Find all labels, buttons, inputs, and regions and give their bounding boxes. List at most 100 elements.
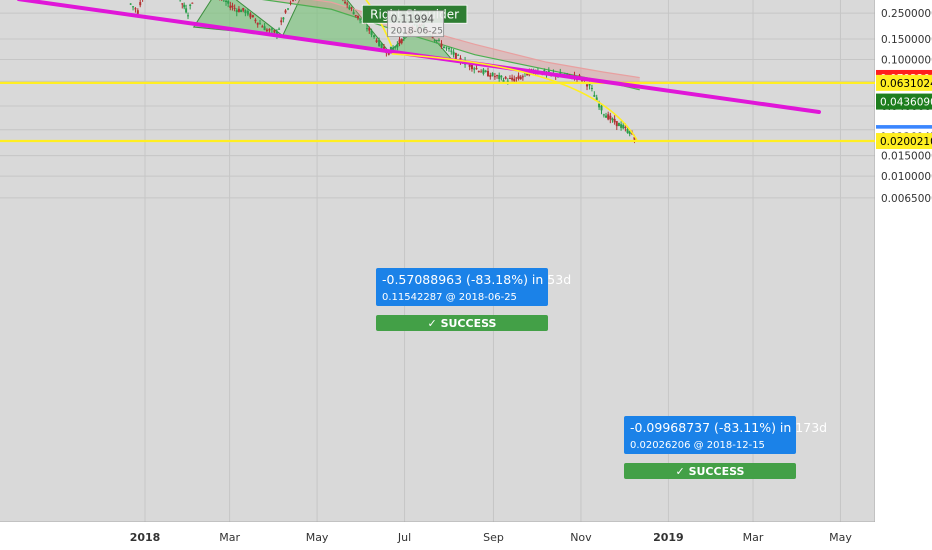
callout-sub: 0.11542287 @ 2018-06-25 bbox=[382, 292, 517, 303]
axis-price-text: 0.02002104 bbox=[880, 136, 932, 148]
candle-body bbox=[500, 75, 503, 78]
candle-body bbox=[287, 8, 290, 10]
candle-body bbox=[398, 39, 401, 44]
candle-body bbox=[598, 103, 601, 108]
candle-body bbox=[508, 78, 511, 80]
candle-body bbox=[263, 26, 266, 31]
candle-body bbox=[132, 6, 135, 8]
candle-body bbox=[620, 124, 623, 128]
candle-body bbox=[346, 3, 349, 5]
candle-body bbox=[352, 12, 355, 15]
candle-body bbox=[280, 20, 283, 23]
candle-body bbox=[350, 7, 353, 9]
candle-body bbox=[246, 10, 249, 15]
price-tag-box bbox=[387, 10, 445, 38]
candle-body bbox=[256, 22, 259, 25]
candle-body bbox=[136, 10, 139, 14]
callout-main: -0.09968737 (-83.11%) in 173d bbox=[630, 420, 827, 435]
candle-body bbox=[633, 137, 636, 140]
candle-body bbox=[498, 75, 501, 80]
candle-body bbox=[233, 7, 236, 9]
candle-body bbox=[470, 65, 473, 70]
time-axis-panel[interactable] bbox=[0, 522, 875, 550]
candle-body bbox=[448, 48, 451, 50]
candle-body bbox=[389, 46, 392, 52]
y-tick-label: 0.01000000 bbox=[881, 171, 932, 183]
candle-body bbox=[273, 30, 276, 33]
candle-body bbox=[437, 39, 440, 41]
candle-body bbox=[487, 70, 490, 77]
axis-price-tag bbox=[876, 93, 932, 110]
candle-body bbox=[394, 46, 397, 48]
candle-body bbox=[244, 10, 247, 14]
candle-body bbox=[615, 121, 618, 127]
callout-main: -0.57088963 (-83.18%) in 53d bbox=[382, 272, 571, 287]
candle-body bbox=[590, 87, 593, 89]
time-axis: 2018 Mar May Jul Sep Nov 2019 Mar May bbox=[130, 531, 853, 544]
candle-body bbox=[477, 70, 480, 73]
candle-body bbox=[628, 131, 631, 134]
candle-body bbox=[229, 5, 232, 8]
candle-body bbox=[231, 5, 234, 8]
candle-body bbox=[268, 29, 271, 31]
x-tick-label: Mar bbox=[743, 531, 764, 544]
candle-body bbox=[626, 128, 629, 133]
candle-body bbox=[189, 4, 192, 6]
candle-body bbox=[249, 13, 252, 18]
measure-callout: -0.57088963 (-83.18%) in 53d 0.11542287 @… bbox=[376, 268, 571, 331]
candle-body bbox=[493, 76, 496, 78]
candle-body bbox=[452, 51, 455, 55]
axis-price-labels: 0.079320000.063102420.043609070.02522900… bbox=[876, 69, 932, 150]
candle-body bbox=[181, 3, 184, 5]
candle-body bbox=[270, 28, 273, 30]
x-tick-label: 2018 bbox=[130, 531, 161, 544]
candle-body bbox=[129, 3, 132, 5]
candle-body bbox=[515, 77, 518, 79]
candle-body bbox=[392, 47, 395, 50]
callout-sub: 0.02026206 @ 2018-12-15 bbox=[630, 440, 765, 451]
candle-body bbox=[348, 6, 351, 10]
y-tick-label: 0.15000000 bbox=[881, 34, 932, 46]
candle-body bbox=[354, 15, 357, 17]
candle-body bbox=[450, 50, 453, 52]
candle-body bbox=[602, 114, 605, 116]
candle-body bbox=[435, 39, 438, 42]
candle-body bbox=[237, 8, 240, 12]
candle-body bbox=[482, 69, 485, 74]
x-tick-label: May bbox=[829, 531, 852, 544]
projection-curve bbox=[391, 53, 638, 141]
candle-body bbox=[506, 80, 509, 82]
candle-body bbox=[183, 4, 186, 8]
x-tick-label: May bbox=[306, 531, 329, 544]
callout-box bbox=[376, 268, 548, 306]
candle-body bbox=[502, 80, 505, 83]
x-tick-label: 2019 bbox=[653, 531, 684, 544]
candle-body bbox=[373, 35, 376, 38]
candle-body bbox=[586, 84, 589, 87]
candle-body bbox=[613, 118, 616, 123]
candle-body bbox=[375, 40, 378, 43]
price-axis-panel[interactable] bbox=[875, 0, 932, 550]
y-tick-label: 0.01500000 bbox=[881, 151, 932, 163]
x-tick-label: Mar bbox=[219, 531, 240, 544]
candle-body bbox=[609, 115, 612, 120]
candle-body bbox=[187, 15, 190, 17]
candle-body bbox=[459, 57, 462, 61]
callout-box bbox=[624, 416, 796, 454]
success-badge bbox=[376, 315, 548, 331]
candle-body bbox=[454, 53, 457, 59]
candle-body bbox=[617, 122, 620, 127]
y-tick-label: 0.25000000 bbox=[881, 8, 932, 20]
candle-body bbox=[622, 125, 625, 129]
candle-body bbox=[593, 95, 596, 97]
candle-body bbox=[600, 105, 603, 111]
candle-body bbox=[511, 77, 514, 80]
candle-body bbox=[240, 10, 243, 13]
candle-body bbox=[344, 1, 347, 4]
candle-body bbox=[251, 15, 254, 18]
candle-body bbox=[292, 0, 295, 2]
measure-callout: -0.09968737 (-83.11%) in 173d 0.02026206 … bbox=[624, 416, 827, 479]
candle-body bbox=[191, 2, 194, 4]
